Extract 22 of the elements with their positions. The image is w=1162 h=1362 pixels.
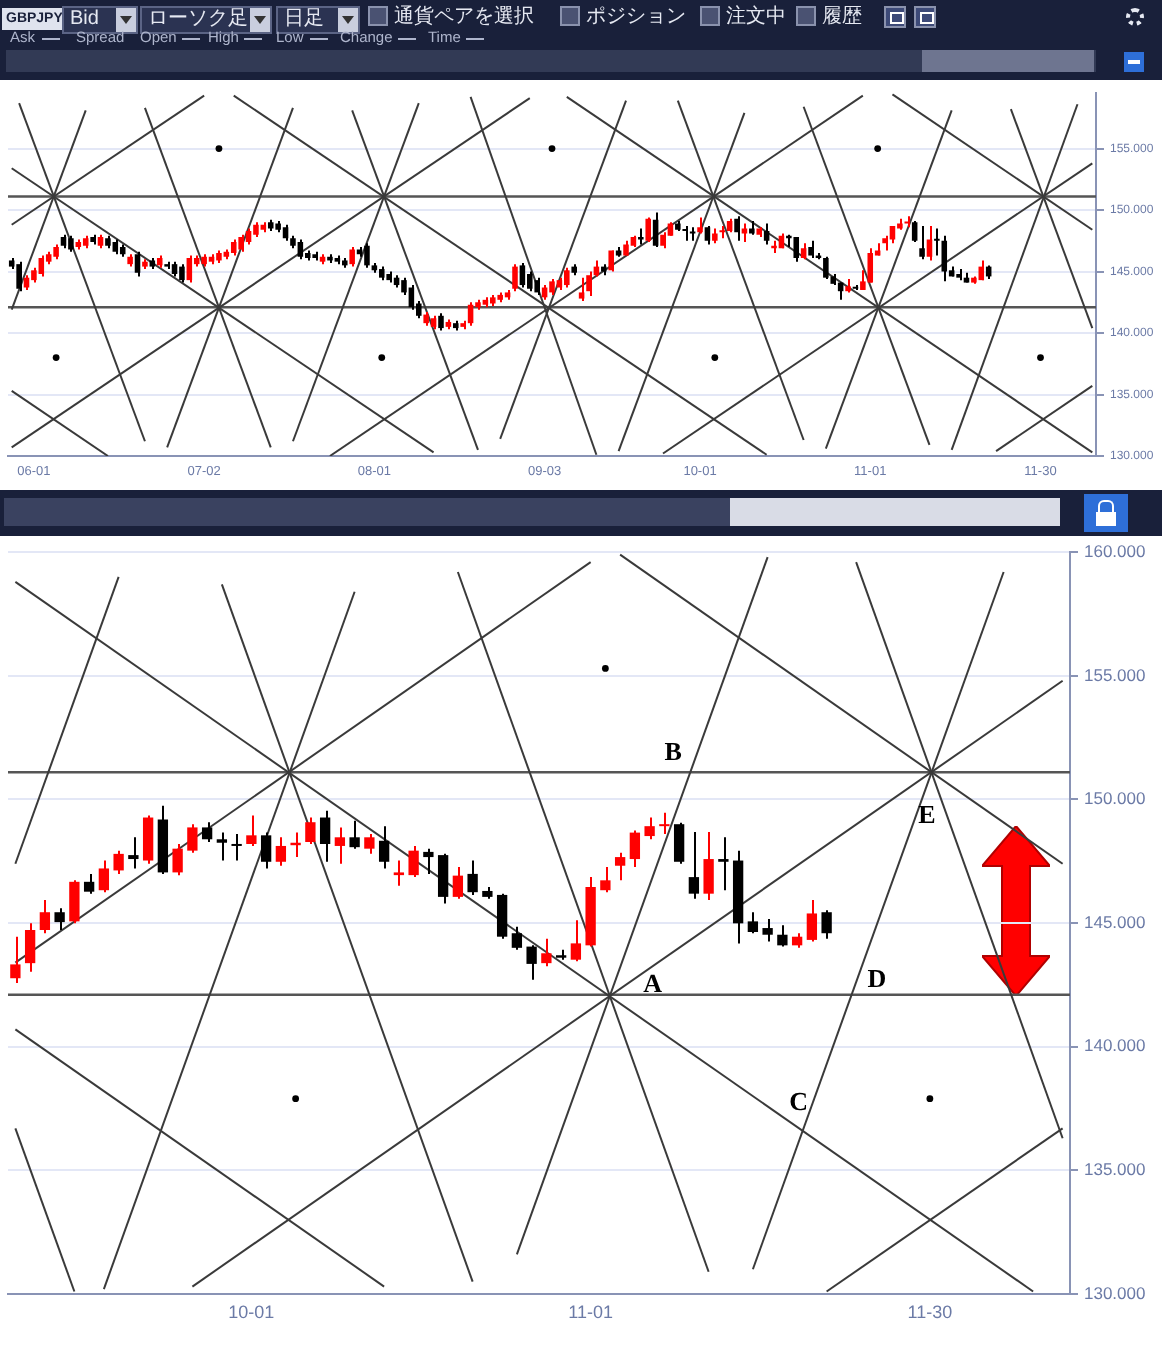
y-tick-label: 135.000 <box>1084 1159 1146 1180</box>
dropdown: Bid <box>62 6 138 34</box>
y-tick-label: 155.000 <box>1084 664 1146 685</box>
y-tick-label: 140.000 <box>1084 1035 1146 1056</box>
text: 注文中 <box>726 6 786 28</box>
y-tick-label: 145.000 <box>1084 911 1146 932</box>
text: 履歴 <box>822 6 862 28</box>
annotation: D <box>867 962 887 993</box>
x-tick-label: 11-30 <box>907 1301 953 1322</box>
y-tick-label: 150.000 <box>1084 788 1146 809</box>
text: 通貨ペアを選択 <box>394 6 534 28</box>
dropdown: ローソク足 <box>140 6 272 34</box>
annotation: A <box>643 967 664 998</box>
text: ポジション <box>586 6 686 28</box>
y-tick-label: 130.000 <box>1084 1282 1146 1303</box>
annotation: B <box>664 736 683 767</box>
annotation: C <box>789 1086 808 1117</box>
x-tick-label: 11-01 <box>568 1301 613 1322</box>
x-tick-label: 10-01 <box>228 1301 275 1322</box>
annotation: E <box>918 799 936 830</box>
dropdown: 日足 <box>276 6 360 34</box>
y-tick-label: 160.000 <box>1084 540 1146 561</box>
